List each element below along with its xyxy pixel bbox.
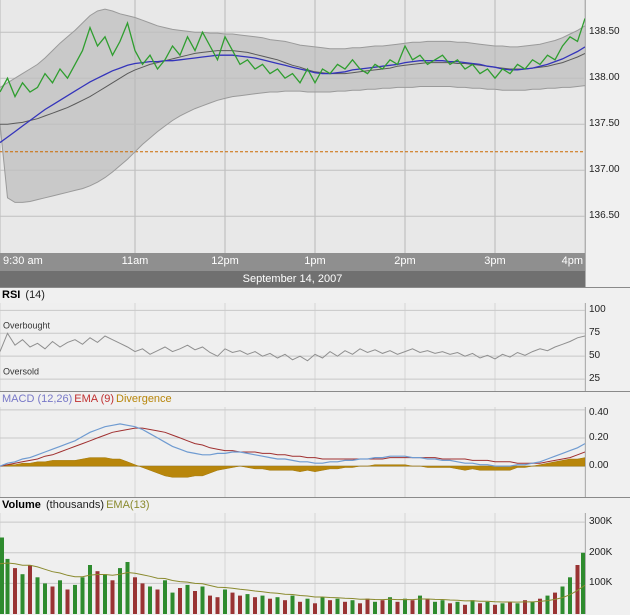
rsi-axis-label: 100 — [589, 304, 606, 316]
volume-header: Volume (thousands) EMA(13) — [0, 497, 630, 513]
time-tick: 1pm — [304, 255, 326, 267]
macd-panel: 0.00 0.20 0.40 — [0, 407, 630, 497]
macd-axis-label: 0.40 — [589, 407, 609, 418]
macd-y-axis: 0.00 0.20 0.40 — [585, 407, 630, 497]
time-tick: 2pm — [394, 255, 416, 267]
rsi-axis-label: 75 — [589, 327, 601, 339]
rsi-y-axis: 25 50 75 100 — [585, 303, 630, 391]
macd-label: MACD (12,26) — [2, 393, 73, 405]
macd-ema-label: EMA (9) — [74, 393, 115, 405]
time-axis-filler — [585, 253, 630, 271]
price-axis-label: 136.50 — [589, 210, 620, 222]
macd-axis-label: 0.20 — [589, 431, 609, 443]
time-tick: 3pm — [484, 255, 506, 267]
volume-units: (thousands) — [42, 499, 105, 511]
price-axis-label: 138.00 — [589, 72, 620, 84]
volume-title: Volume — [2, 499, 41, 511]
time-tick: 9:30 am — [3, 255, 43, 267]
price-axis-label: 137.50 — [589, 118, 620, 130]
rsi-plot[interactable]: Overbought Oversold — [0, 303, 585, 391]
rsi-axis-label: 50 — [589, 350, 601, 362]
macd-axis-label: 0.00 — [589, 460, 609, 472]
date-row: September 14, 2007 — [0, 271, 630, 287]
price-axis-label: 137.00 — [589, 164, 620, 176]
volume-plot[interactable] — [0, 513, 585, 614]
macd-plot[interactable] — [0, 407, 585, 497]
time-tick: 12pm — [211, 255, 239, 267]
volume-panel: 100K 200K 300K — [0, 513, 630, 614]
date-text: September 14, 2007 — [242, 273, 343, 285]
svg-text:Oversold: Oversold — [3, 367, 39, 377]
time-tick: 4pm — [561, 255, 583, 267]
price-y-axis: 136.50 137.00 137.50 138.00 138.50 — [585, 0, 630, 253]
rsi-params: (14) — [22, 289, 45, 301]
macd-header: MACD (12,26) EMA (9) Divergence — [0, 391, 630, 407]
volume-axis-label: 200K — [589, 546, 613, 558]
volume-y-axis: 100K 200K 300K — [585, 513, 630, 614]
date-bar: September 14, 2007 — [0, 271, 585, 287]
rsi-header: RSI (14) — [0, 287, 630, 303]
svg-text:Overbought: Overbought — [3, 321, 51, 331]
rsi-title: RSI — [2, 289, 21, 301]
time-tick: 11am — [121, 255, 149, 267]
price-chart-plot[interactable] — [0, 0, 585, 253]
volume-axis-label: 100K — [589, 577, 613, 589]
macd-divergence-label: Divergence — [116, 393, 172, 405]
rsi-axis-label: 25 — [589, 373, 601, 385]
price-axis-label: 138.50 — [589, 26, 620, 38]
time-axis: 9:30 am 11am 12pm 1pm 2pm 3pm 4pm — [0, 253, 585, 271]
price-panel: 136.50 137.00 137.50 138.00 138.50 — [0, 0, 630, 253]
rsi-panel: Overbought Oversold 25 50 75 100 — [0, 303, 630, 391]
volume-ema-label: EMA(13) — [106, 499, 150, 511]
date-filler — [585, 271, 630, 287]
volume-axis-label: 300K — [589, 516, 613, 528]
time-axis-row: 9:30 am 11am 12pm 1pm 2pm 3pm 4pm — [0, 253, 630, 271]
